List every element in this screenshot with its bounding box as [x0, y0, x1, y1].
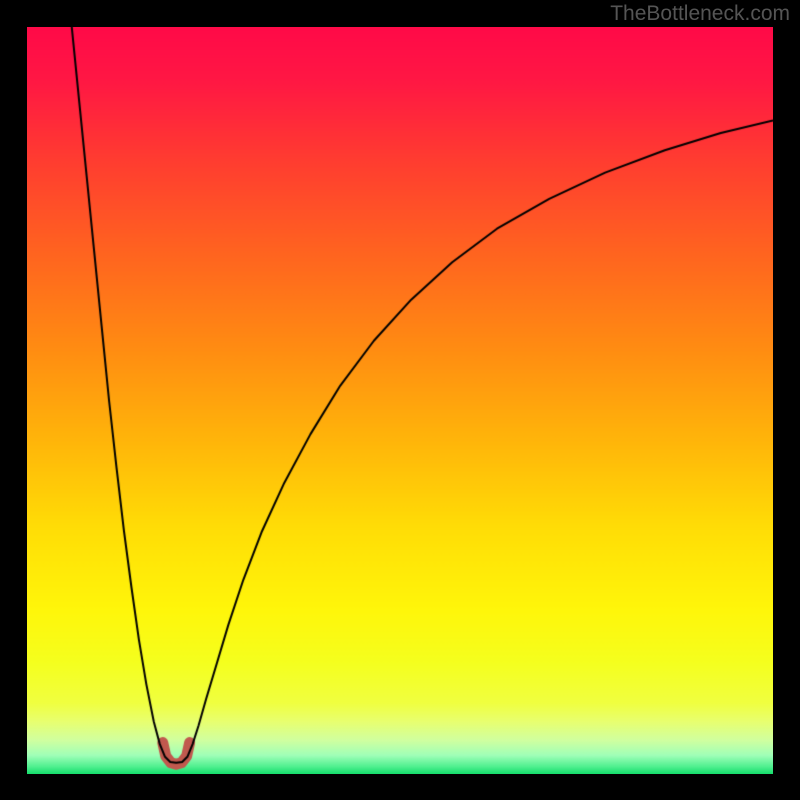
plot-area	[27, 27, 773, 774]
attribution-link[interactable]: TheBottleneck.com	[610, 2, 790, 26]
plot-canvas	[27, 27, 773, 774]
